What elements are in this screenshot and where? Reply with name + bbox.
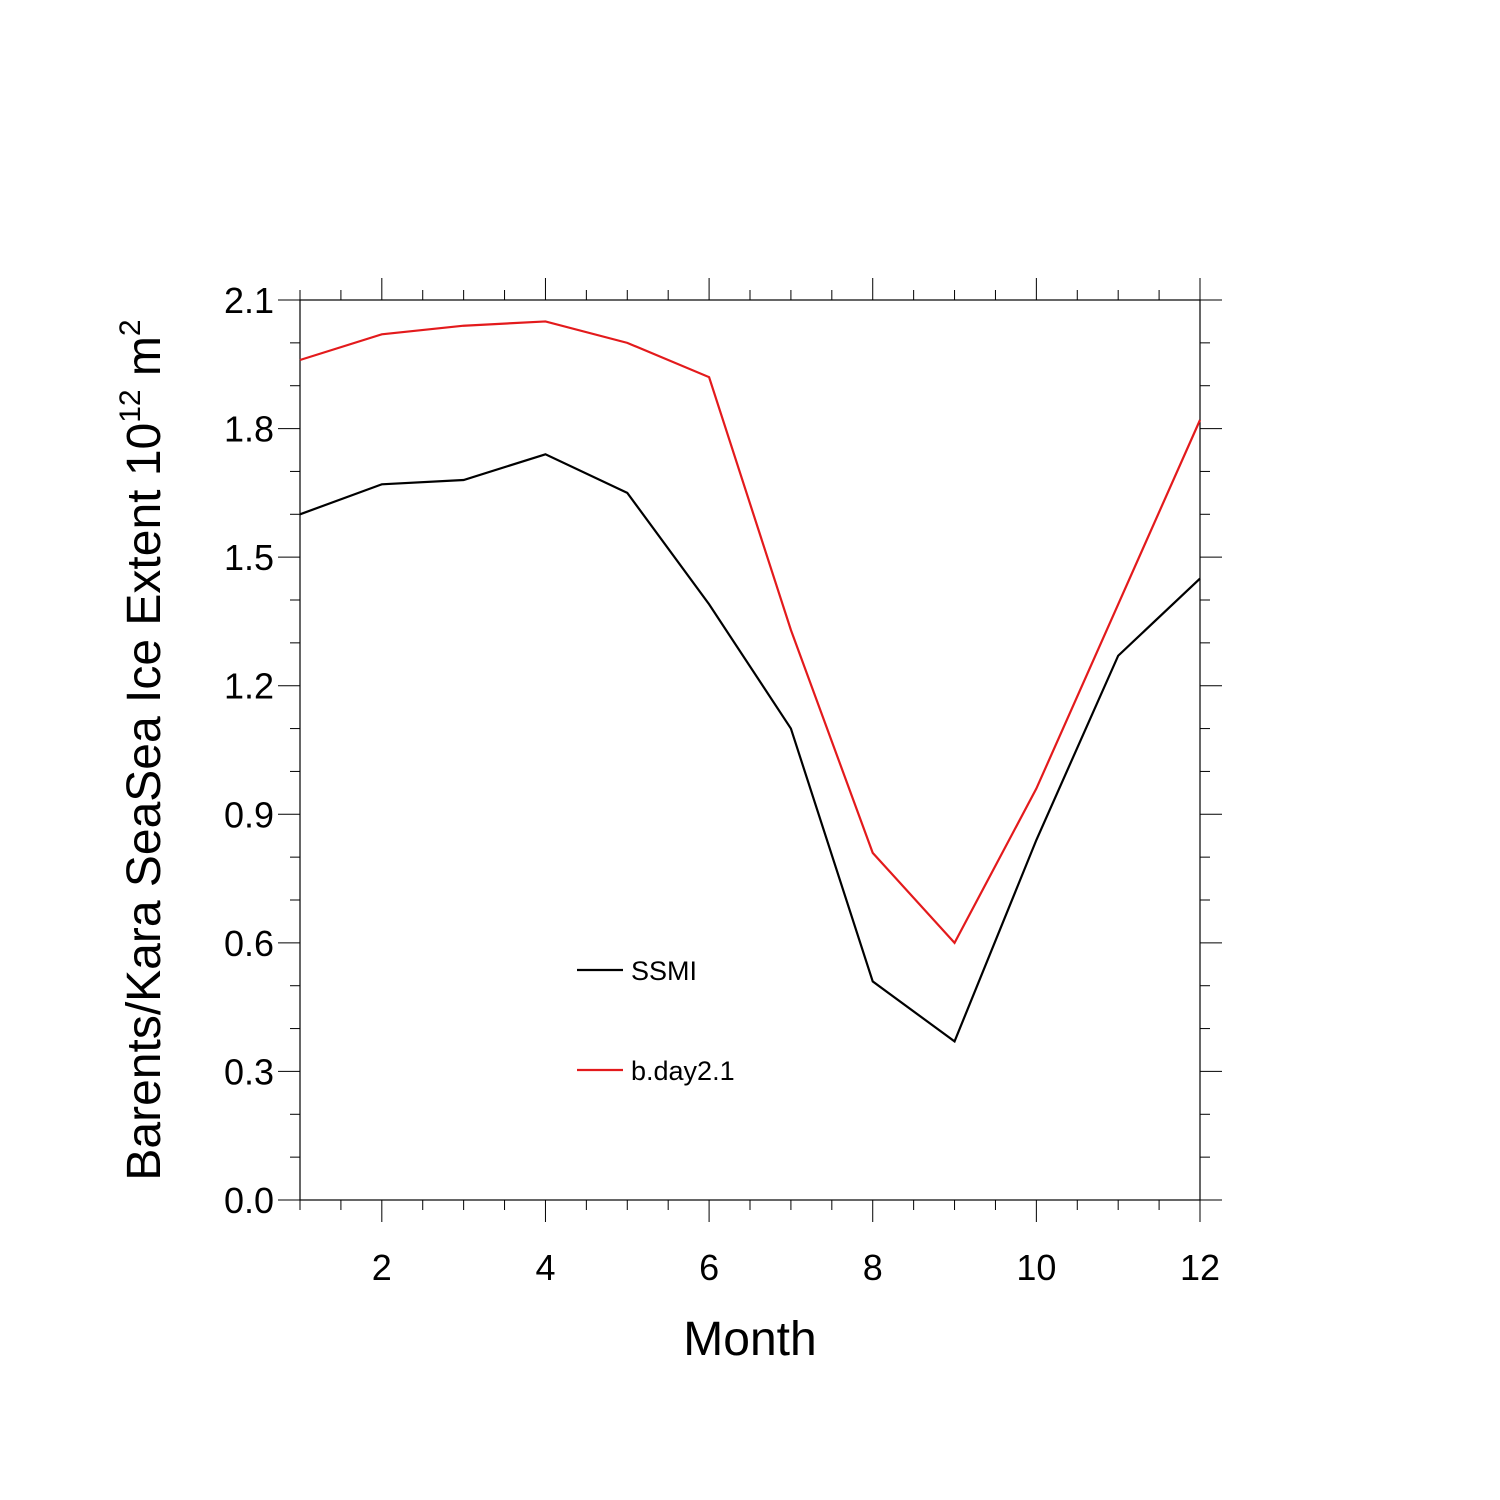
y-tick-label: 1.8 bbox=[224, 409, 274, 450]
data-point bbox=[1116, 602, 1120, 606]
data-point bbox=[1034, 838, 1038, 842]
data-point bbox=[462, 324, 466, 328]
plot-frame bbox=[299, 299, 1201, 1201]
legend-label: b.day2.1 bbox=[631, 1056, 735, 1086]
series-line-b-day2-1 bbox=[299, 320, 1202, 945]
x-tick-label: 4 bbox=[535, 1247, 555, 1288]
y-axis-title-unit: m bbox=[118, 336, 171, 389]
y-tick-label: 1.5 bbox=[224, 537, 274, 578]
data-point bbox=[789, 628, 793, 632]
x-axis-title: Month bbox=[683, 1313, 816, 1366]
x-tick-label: 12 bbox=[1180, 1247, 1220, 1288]
data-point bbox=[789, 727, 793, 731]
data-point bbox=[543, 319, 547, 323]
data-point bbox=[1034, 787, 1038, 791]
data-point bbox=[380, 332, 384, 336]
data-point bbox=[871, 851, 875, 855]
data-point bbox=[462, 478, 466, 482]
data-point bbox=[543, 452, 547, 456]
legend: SSMI b.day2.1 bbox=[577, 956, 735, 1086]
x-tick-label: 8 bbox=[863, 1247, 883, 1288]
data-point bbox=[298, 358, 302, 362]
y-axis-title-main: Barents/Kara SeaSea Ice Extent 10 bbox=[118, 423, 171, 1181]
data-point bbox=[707, 375, 711, 379]
data-point bbox=[1198, 577, 1202, 581]
x-tick-label: 6 bbox=[699, 1247, 719, 1288]
y-tick-label: 0.9 bbox=[224, 794, 274, 835]
data-point bbox=[298, 512, 302, 516]
y-tick-label: 0.0 bbox=[224, 1180, 274, 1221]
data-point bbox=[625, 341, 629, 345]
y-tick-label: 1.2 bbox=[224, 666, 274, 707]
data-point bbox=[953, 941, 957, 945]
data-point bbox=[707, 602, 711, 606]
series-line-ssmi bbox=[299, 453, 1201, 1044]
series-lines bbox=[298, 319, 1202, 1044]
data-point bbox=[625, 491, 629, 495]
data-point bbox=[1198, 418, 1202, 422]
y-axis-title: Barents/Kara SeaSea Ice Extent 1012 m2 bbox=[114, 319, 171, 1180]
data-point bbox=[1116, 654, 1120, 658]
x-tick-label: 10 bbox=[1016, 1247, 1056, 1288]
y-axis-title-exponent: 12 bbox=[114, 389, 147, 422]
legend-label: SSMI bbox=[631, 956, 697, 986]
data-point bbox=[380, 482, 384, 486]
y-tick-label: 0.6 bbox=[224, 923, 274, 964]
y-tick-label: 2.1 bbox=[224, 280, 274, 321]
data-point bbox=[953, 1039, 957, 1043]
axis-ticks bbox=[278, 278, 1222, 1222]
y-axis-title-unit-exponent: 2 bbox=[114, 319, 147, 336]
y-tick-labels: 0.0 0.3 0.6 0.9 1.2 1.5 1.8 2.1 bbox=[224, 280, 274, 1221]
x-tick-label: 2 bbox=[372, 1247, 392, 1288]
data-point bbox=[871, 979, 875, 983]
x-tick-labels: 2 4 6 8 10 12 bbox=[372, 1247, 1220, 1288]
y-tick-label: 0.3 bbox=[224, 1051, 274, 1092]
